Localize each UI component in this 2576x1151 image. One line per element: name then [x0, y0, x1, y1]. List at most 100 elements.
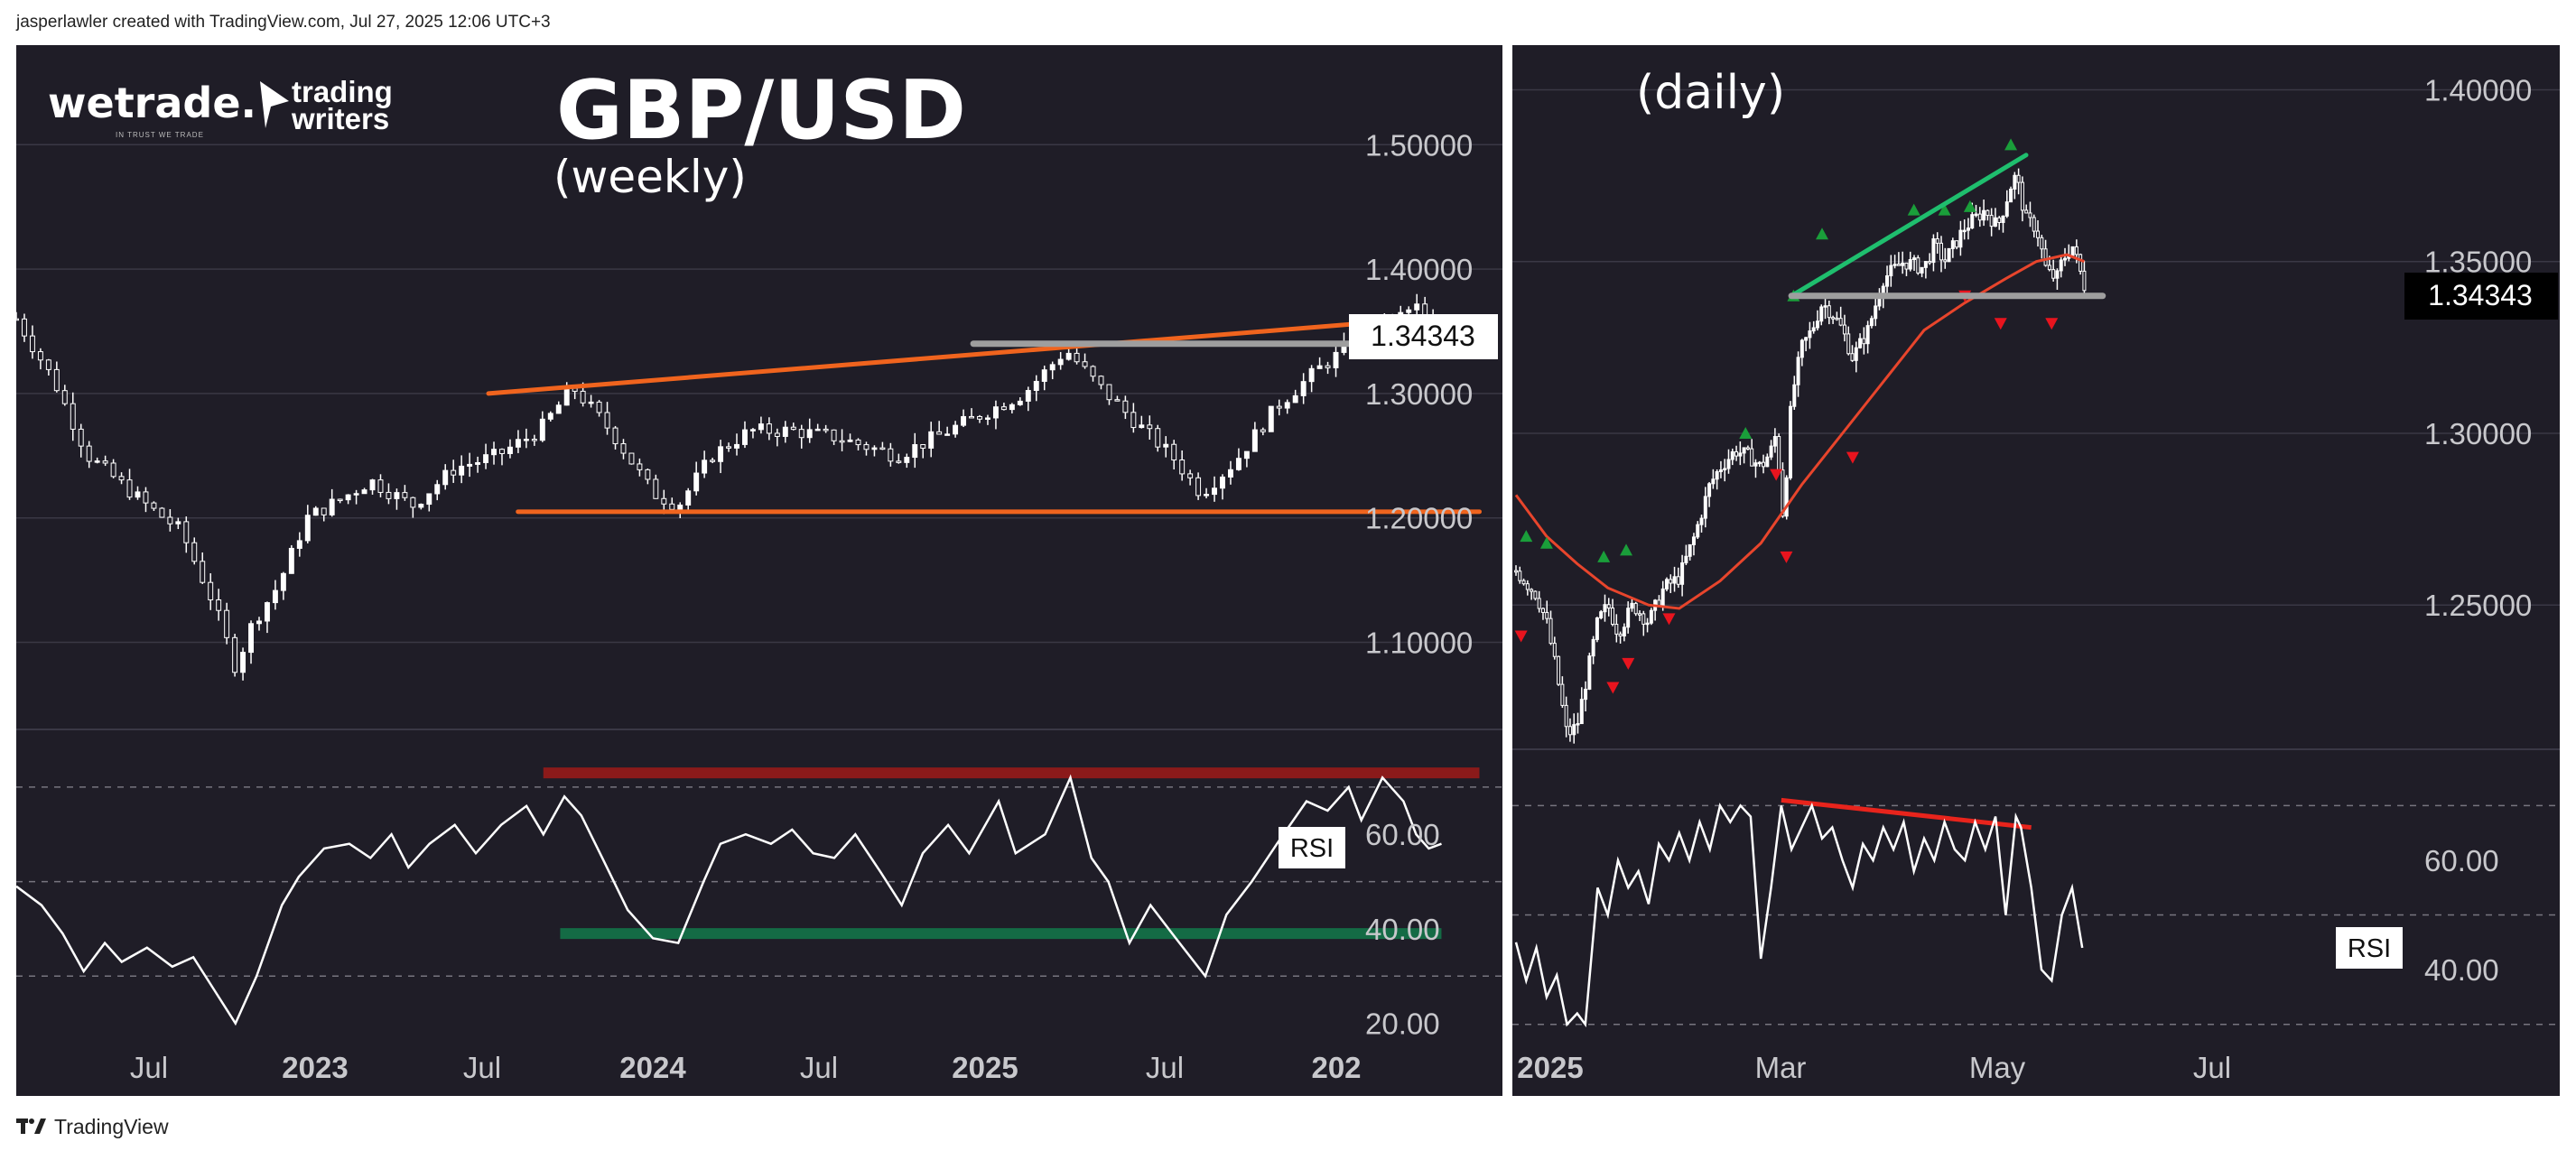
candle-body [814, 428, 821, 432]
weekly-chart-panel[interactable]: 1.50000 1.40000 1.30000 1.20000 1.10000 60.0… [14, 45, 1502, 1096]
candle-body [1823, 305, 1827, 308]
candle-body [685, 490, 692, 506]
candle-body [1715, 471, 1719, 480]
down-marker [1606, 682, 1620, 694]
weekly-price-grid [16, 144, 1502, 644]
candle-body [240, 652, 246, 673]
candle-body [1540, 608, 1545, 613]
candle-body [1017, 400, 1023, 405]
candle-body [53, 368, 60, 392]
up-marker [1620, 543, 1633, 556]
candle-body [1057, 358, 1064, 366]
candle-body [1931, 238, 1936, 264]
attribution-text: jasperlawler created with TradingView.co… [16, 13, 551, 32]
candle-body [353, 493, 359, 496]
candle-body [710, 459, 716, 462]
candle-body [1772, 436, 1777, 447]
candle-body [1966, 227, 1970, 231]
candle-body [628, 452, 635, 465]
candle-body [1916, 257, 1920, 274]
weekly-rsi [15, 767, 1480, 1026]
candle-body [831, 429, 837, 441]
candle-body [531, 439, 537, 441]
candle-body [1672, 576, 1677, 584]
candle-body [1808, 330, 1812, 339]
candle-body [1333, 351, 1339, 368]
rsi-divergence-line [1781, 797, 2032, 831]
x-tick-label: Mar [1755, 1051, 1807, 1084]
candle-body [410, 497, 416, 508]
candle-body [1235, 458, 1242, 470]
candle-body [702, 459, 708, 474]
candle-body [1750, 448, 1754, 467]
candle-body [661, 497, 667, 505]
candle-body [1548, 617, 1553, 645]
candle-body [1920, 266, 1924, 274]
candle-body [1406, 309, 1412, 313]
svg-text:1.34343: 1.34343 [2428, 279, 2533, 311]
candle-body [78, 428, 84, 447]
down-marker [1662, 613, 1676, 626]
candle-body [1611, 608, 1615, 626]
candle-body [280, 572, 286, 591]
candle-body [1560, 683, 1565, 706]
candle-body [612, 427, 618, 445]
candle-body [1811, 327, 1816, 332]
candle-body [1187, 473, 1194, 478]
up-marker [2004, 138, 2018, 151]
candle-body [823, 428, 829, 432]
candle-body [2059, 259, 2063, 272]
candle-body [928, 431, 935, 449]
candle-body [272, 589, 278, 604]
candle-body [61, 390, 68, 404]
candle-body [985, 417, 990, 420]
trading-writers-logo: trading writers [260, 75, 393, 135]
up-marker [1938, 203, 1951, 216]
weekly-x-axis: Jul 2023 Jul 2024 Jul 2025 Jul 202 [130, 1051, 1362, 1084]
candle-body [653, 478, 659, 499]
candle-body [167, 516, 173, 524]
down-marker [1622, 657, 1635, 670]
candle-body [451, 469, 457, 476]
rsi-tick-label: 60.00 [2424, 844, 2499, 877]
candle-body [758, 423, 764, 431]
candle-body [1993, 217, 1997, 227]
rsi-tick-label: 40.00 [2424, 953, 2499, 987]
candle-body [523, 439, 529, 441]
candle-body [459, 465, 465, 476]
daily-chart-panel[interactable]: 1.40000 1.35000 1.30000 1.25000 60.00 40.00 … [1512, 45, 2560, 1096]
candle-body [1896, 264, 1901, 266]
candle-body [1638, 613, 1642, 616]
candle-body [1950, 240, 1955, 249]
candle-body [1885, 275, 1890, 287]
weekly-y-axis: 1.50000 1.40000 1.30000 1.20000 1.10000 [1365, 128, 1473, 659]
candle-body [1989, 215, 1994, 227]
candle-body [216, 599, 222, 611]
candle-body [1997, 217, 2002, 223]
moving-average-line [1514, 253, 2085, 610]
candle-body [475, 461, 481, 465]
trading-writers-mark [260, 81, 289, 128]
candle-body [1000, 406, 1007, 411]
candle-body [1552, 643, 1557, 657]
candle-body [1065, 352, 1072, 360]
candle-body [1645, 622, 1650, 626]
up-marker [1520, 530, 1533, 543]
candle-body [953, 424, 959, 435]
support-band [560, 928, 1442, 940]
candle-body [1009, 404, 1015, 411]
candle-body [1792, 384, 1797, 407]
candle-body [1734, 450, 1739, 457]
x-tick-label: 2024 [619, 1051, 686, 1084]
candle-body [1622, 627, 1626, 636]
candle-body [1567, 726, 1572, 736]
candle-body [1696, 524, 1700, 538]
candle-body [248, 623, 254, 654]
candle-body [232, 636, 238, 673]
candle-body [1970, 214, 1975, 229]
chart-subtitle: (weekly) [553, 151, 747, 203]
candle-body [992, 406, 999, 419]
candle-body [102, 460, 108, 464]
candle-body [863, 444, 870, 450]
candle-body [296, 540, 302, 549]
